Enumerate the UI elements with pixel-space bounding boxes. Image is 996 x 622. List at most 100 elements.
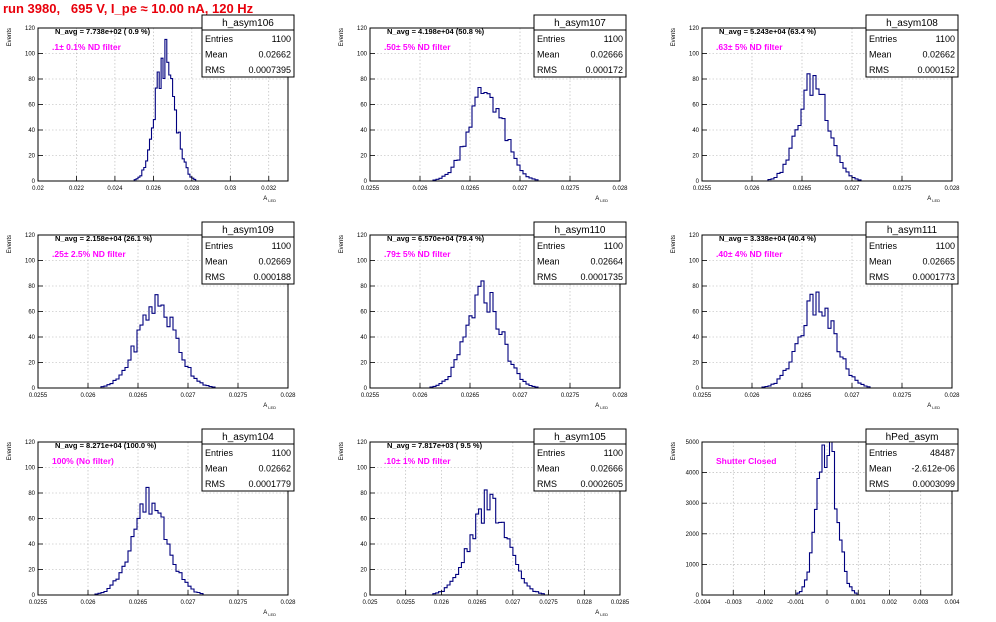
y-axis-label: Events — [339, 28, 345, 46]
stats-key: Entries — [205, 34, 234, 44]
x-axis-label: ALED — [927, 403, 940, 410]
stats-key: Mean — [537, 50, 560, 60]
y-tick-label: 60 — [28, 103, 35, 109]
filter-note: .10± 1% ND filter — [384, 456, 451, 466]
y-tick-label: 20 — [28, 154, 35, 160]
y-tick-label: 1000 — [686, 562, 700, 568]
x-tick-label: 0.028 — [612, 186, 628, 192]
x-tick-label: 0 — [825, 600, 829, 606]
x-tick-label: 0.025 — [362, 600, 378, 606]
stats-value: 0.02662 — [258, 50, 291, 60]
y-tick-label: 0 — [364, 179, 368, 185]
x-tick-label: 0.001 — [851, 600, 867, 606]
x-tick-label: 0.028 — [944, 393, 960, 399]
y-axis-label: Events — [7, 442, 13, 460]
x-tick-label: 0.0255 — [29, 393, 48, 399]
x-tick-label: 0.0275 — [893, 393, 912, 399]
x-tick-label: 0.0255 — [361, 186, 380, 192]
y-tick-label: 80 — [28, 77, 35, 83]
histogram-panel-h_asym111: 0.0255 0.026 0.0265 0.027 0.0275 0.028 0 20 40 60… — [671, 221, 960, 410]
filter-note: .1± 0.1% ND filter — [52, 42, 122, 52]
stats-box — [201, 428, 295, 492]
histogram-panel-h_asym109: 0.0255 0.026 0.0265 0.027 0.0275 0.028 0 20 40 60… — [7, 221, 296, 410]
stats-value: 0.0001773 — [912, 272, 955, 282]
y-tick-label: 40 — [28, 128, 35, 134]
y-tick-label: 40 — [692, 335, 699, 341]
stats-key: Mean — [869, 257, 892, 267]
stats-value: 1100 — [272, 448, 291, 458]
stats-box — [201, 221, 295, 285]
stats-title: h_asym111 — [887, 225, 938, 236]
y-axis-label: Events — [671, 235, 677, 253]
stats-value: 1100 — [272, 241, 291, 251]
navg-label: N_avg = 5.243e+04 (63.4 %) — [719, 27, 817, 36]
stats-key: Entries — [537, 241, 566, 251]
x-tick-label: -0.004 — [693, 600, 711, 606]
y-tick-label: 2000 — [686, 532, 700, 538]
y-tick-label: 40 — [360, 542, 367, 548]
histogram-series-h_asym111 — [702, 291, 952, 389]
stats-title: h_asym109 — [222, 225, 274, 236]
stats-key: Entries — [869, 241, 898, 251]
x-axis-label: ALED — [595, 403, 608, 410]
stats-value: 0.0007395 — [248, 65, 291, 75]
x-tick-label: 0.022 — [69, 186, 85, 192]
y-tick-label: 120 — [25, 26, 36, 32]
x-tick-label: -0.002 — [756, 600, 774, 606]
y-tick-label: 100 — [689, 52, 700, 58]
y-tick-label: 60 — [28, 517, 35, 523]
stats-key: RMS — [537, 479, 557, 489]
stats-key: Mean — [537, 257, 560, 267]
stats-key: Mean — [205, 50, 228, 60]
stats-title: h_asym110 — [555, 225, 606, 236]
y-tick-label: 120 — [689, 233, 700, 239]
navg-label: N_avg = 6.570e+04 (79.4 %) — [387, 234, 485, 243]
stats-key: RMS — [205, 272, 225, 282]
y-tick-label: 60 — [360, 517, 367, 523]
stats-key: RMS — [869, 479, 889, 489]
stats-key: Entries — [869, 34, 898, 44]
stats-value: -2.612e-06 — [911, 464, 955, 474]
stats-box — [533, 14, 627, 78]
stats-value: 1100 — [272, 34, 291, 44]
stats-key: Entries — [205, 241, 234, 251]
x-tick-label: 0.026 — [80, 600, 96, 606]
y-tick-label: 80 — [28, 491, 35, 497]
y-tick-label: 4000 — [686, 471, 700, 477]
stats-key: Mean — [869, 50, 892, 60]
y-axis-label: Events — [7, 235, 13, 253]
x-tick-label: 0.027 — [844, 186, 860, 192]
histogram-series-h_asym107 — [370, 86, 620, 182]
x-tick-label: 0.028 — [280, 600, 296, 606]
y-tick-label: 0 — [32, 593, 36, 599]
stats-value: 1100 — [604, 34, 623, 44]
navg-label: N_avg = 2.158e+04 (26.1 %) — [55, 234, 153, 243]
y-tick-label: 120 — [689, 26, 700, 32]
stats-key: Mean — [869, 464, 892, 474]
y-tick-label: 5000 — [686, 440, 700, 446]
y-tick-label: 120 — [357, 26, 368, 32]
x-tick-label: 0.0255 — [361, 393, 380, 399]
y-tick-label: 100 — [25, 259, 36, 265]
x-tick-label: 0.0275 — [893, 186, 912, 192]
x-tick-label: -0.001 — [787, 600, 805, 606]
y-tick-label: 60 — [360, 103, 367, 109]
y-tick-label: 120 — [357, 440, 368, 446]
navg-label: N_avg = 4.198e+04 (50.8 %) — [387, 27, 485, 36]
navg-label: N_avg = 8.271e+04 (100.0 %) — [55, 441, 157, 450]
x-axis-label: ALED — [595, 196, 608, 203]
x-tick-label: 0.0275 — [539, 600, 558, 606]
x-tick-label: 0.0265 — [793, 186, 812, 192]
y-tick-label: 100 — [689, 259, 700, 265]
stats-box — [865, 14, 959, 78]
x-tick-label: 0.0265 — [793, 393, 812, 399]
stats-box — [533, 428, 627, 492]
x-tick-label: 0.027 — [505, 600, 521, 606]
stats-key: Entries — [869, 448, 898, 458]
stats-value: 0.000188 — [253, 272, 291, 282]
y-tick-label: 20 — [360, 361, 367, 367]
x-tick-label: 0.02 — [32, 186, 44, 192]
y-axis-label: Events — [671, 28, 677, 46]
x-axis-label: ALED — [263, 610, 276, 617]
